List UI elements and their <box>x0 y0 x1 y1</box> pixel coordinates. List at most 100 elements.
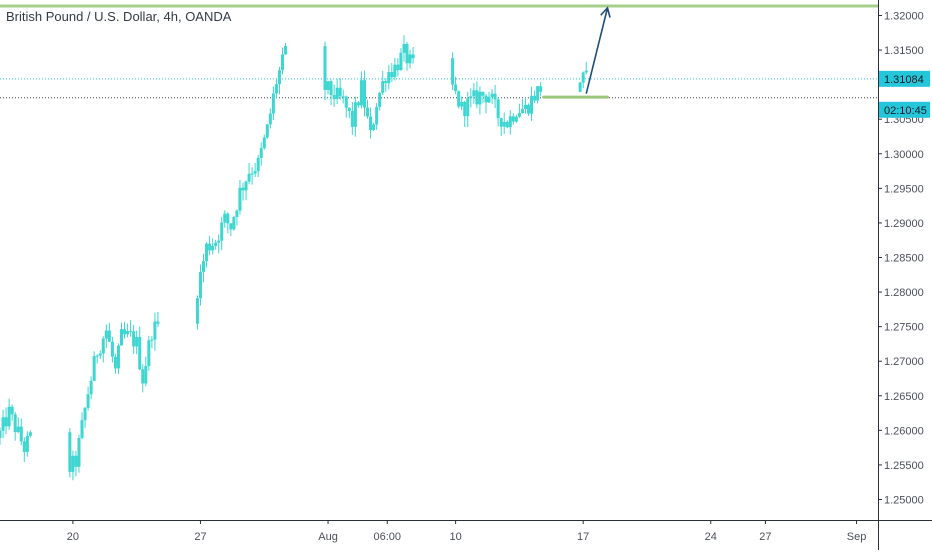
candle-body <box>19 426 23 442</box>
candle <box>514 114 518 123</box>
candle-body <box>381 81 385 93</box>
candle <box>530 86 534 121</box>
candle-body <box>147 340 151 367</box>
candle <box>350 101 354 135</box>
candle <box>7 398 11 431</box>
candle-body <box>211 245 215 251</box>
candle-body <box>123 329 127 335</box>
candle-body <box>533 95 537 101</box>
candle-body <box>463 102 467 117</box>
candle <box>250 167 254 185</box>
time-tick-label: Aug <box>318 531 338 543</box>
candle <box>205 242 209 268</box>
candle <box>490 88 494 104</box>
candle <box>457 90 461 109</box>
price-tick-label: 1.26000 <box>884 425 924 437</box>
candle <box>259 142 263 166</box>
candle <box>359 71 363 109</box>
candle <box>390 63 394 82</box>
candle <box>581 71 585 89</box>
candle-body <box>256 157 260 172</box>
candle <box>92 351 96 382</box>
candle <box>496 97 500 127</box>
candle <box>13 411 17 441</box>
candle <box>25 431 29 457</box>
candle <box>144 356 148 387</box>
candle-body <box>323 46 327 90</box>
time-tick-label: Sep <box>847 531 867 543</box>
price-tick-label: 1.30000 <box>884 149 924 161</box>
candle <box>469 88 473 108</box>
candle <box>393 57 397 81</box>
annotations <box>0 4 878 99</box>
candle <box>326 80 330 95</box>
candle-body <box>250 173 254 175</box>
candle-body <box>344 96 348 108</box>
candle-body <box>493 93 497 100</box>
candle <box>277 66 281 95</box>
candle-body <box>499 118 503 127</box>
candle-body <box>13 414 17 433</box>
candle-body <box>113 356 117 369</box>
candle <box>323 41 327 101</box>
candle-body <box>71 455 75 472</box>
candle <box>68 428 72 478</box>
candle-body <box>129 331 133 333</box>
candle <box>116 343 120 375</box>
price-tick-label: 1.27500 <box>884 322 924 334</box>
candle <box>399 48 403 71</box>
price-tick-label: 1.25500 <box>884 460 924 472</box>
candle <box>16 417 20 434</box>
candle <box>384 78 388 92</box>
candle-body <box>396 64 400 71</box>
candle <box>86 386 90 411</box>
projection-arrow[interactable] <box>585 7 609 94</box>
candle-body <box>536 86 540 101</box>
candle-body <box>10 406 14 415</box>
candle-body <box>472 90 476 97</box>
candle <box>101 336 105 363</box>
candle-body <box>475 90 479 105</box>
candle-body <box>581 72 585 83</box>
candle <box>578 81 582 93</box>
candle <box>211 238 215 255</box>
countdown-label: 02:10:45 <box>884 105 927 117</box>
candle-body <box>110 341 114 357</box>
candle-body <box>262 137 266 149</box>
candle-body <box>469 96 473 99</box>
candle <box>107 322 111 342</box>
candle-body <box>338 87 342 97</box>
candle-body <box>107 330 111 342</box>
candle-body <box>411 54 415 59</box>
candle <box>584 61 588 75</box>
price-tick-label: 1.28500 <box>884 253 924 265</box>
candle <box>153 312 157 351</box>
candle-body <box>366 107 370 117</box>
time-tick-label: 24 <box>705 531 717 543</box>
candle-body <box>332 95 336 99</box>
candle-body <box>466 98 470 117</box>
candle <box>89 376 93 399</box>
candle-body <box>517 113 521 117</box>
candle-body <box>393 64 397 78</box>
candle-body <box>247 173 251 182</box>
price-tick-label: 1.29000 <box>884 218 924 230</box>
candle-body <box>89 380 93 395</box>
candle-body <box>202 261 206 272</box>
candle-body <box>101 338 105 354</box>
candle-body <box>135 336 139 347</box>
candle-body <box>584 70 588 73</box>
candle-body <box>226 213 230 224</box>
candle-body <box>195 298 199 324</box>
candle-body <box>28 432 32 436</box>
candle-body <box>399 52 403 71</box>
candle <box>217 234 221 254</box>
price-tick-label: 1.31500 <box>884 45 924 57</box>
candle-body <box>520 109 524 114</box>
candle-body <box>7 406 11 427</box>
candle <box>362 70 366 117</box>
candle <box>405 41 409 71</box>
candle-body <box>235 210 239 217</box>
candle <box>463 100 467 127</box>
